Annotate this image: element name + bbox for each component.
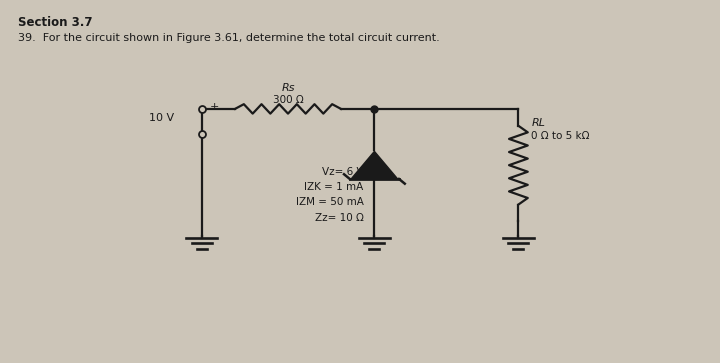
Text: +: + xyxy=(210,102,220,112)
Text: 300 Ω: 300 Ω xyxy=(273,94,303,105)
Text: Rs: Rs xyxy=(282,82,294,93)
Text: Section 3.7: Section 3.7 xyxy=(18,16,92,29)
Text: Zz= 10 Ω: Zz= 10 Ω xyxy=(315,213,364,223)
Text: RL: RL xyxy=(531,118,545,128)
Text: Vz= 6 V: Vz= 6 V xyxy=(322,167,364,177)
Text: 39.  For the circuit shown in Figure 3.61, determine the total circuit current.: 39. For the circuit shown in Figure 3.61… xyxy=(18,33,440,43)
Text: IZK = 1 mA: IZK = 1 mA xyxy=(305,182,364,192)
Text: IZM = 50 mA: IZM = 50 mA xyxy=(296,197,364,208)
Polygon shape xyxy=(351,151,397,179)
Text: 0 Ω to 5 kΩ: 0 Ω to 5 kΩ xyxy=(531,131,590,142)
Text: 10 V: 10 V xyxy=(150,113,174,123)
